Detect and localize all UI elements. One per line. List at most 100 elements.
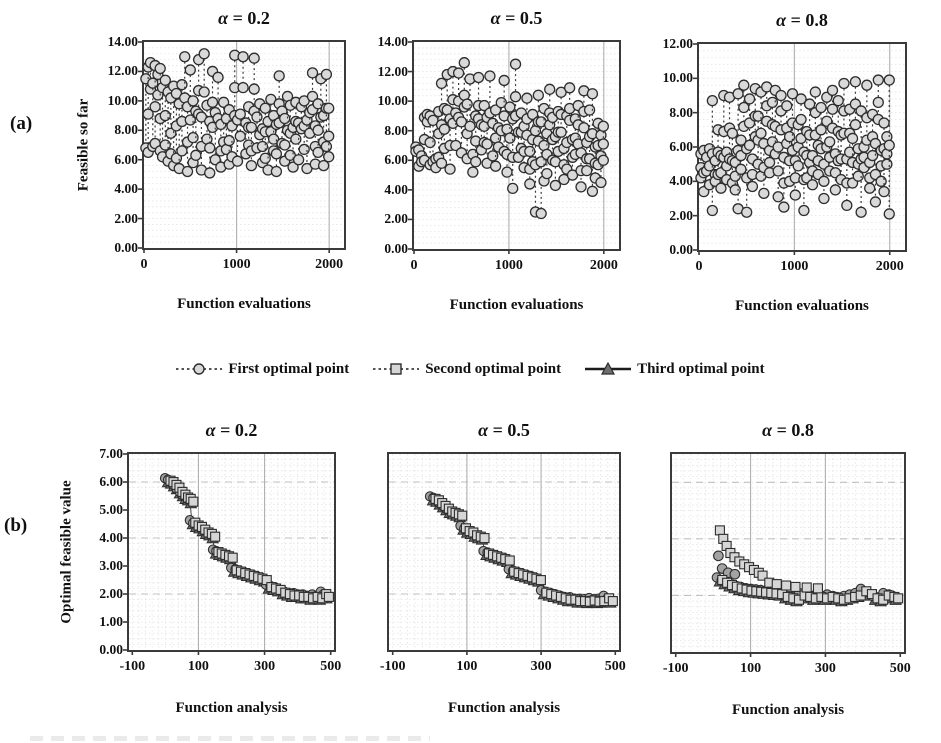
series-feasible-points [695,74,895,220]
gridlines-minor [389,454,619,650]
x-axis: 0 1000 2000 [695,250,905,284]
series-second-optimal-point [430,493,618,607]
cropped-caption-artifact [30,736,430,741]
x-tick-label: 2000 [589,258,618,273]
chart-title: α = 0.2 [218,8,270,28]
y-tick-label: 6.00 [99,474,123,489]
y-tick-label: 14.00 [107,34,138,49]
y-tick-label: 2.00 [99,586,123,601]
y-axis: 14.00 12.00 10.00 8.00 6.00 4.00 2.00 0.00 [88,34,144,255]
x-tick-label: -100 [662,661,689,676]
y-tick-label: 10.00 [107,92,138,108]
series-second-optimal-point [165,475,334,604]
y-tick-label: 3.00 [99,558,123,573]
x-axis-title: Function evaluations [177,296,311,312]
y-tick-label: 8.00 [114,122,138,138]
x-tick-label: 0 [695,259,703,274]
plot-area [672,454,904,657]
x-tick-label: 100 [456,659,478,674]
x-tick-label: 1000 [494,258,523,273]
y-axis: 7.00 6.00 5.00 4.00 3.00 2.00 1.00 0.00 [73,446,129,657]
y-tick-label: 2.00 [114,210,138,226]
y-axis [333,454,389,650]
x-axis: -100 100 300 500 [380,650,626,684]
x-axis: -100 100 300 500 [119,650,341,684]
chart-feasible-alpha-0-8: α = 0.8 12.00 10.00 8.00 6.00 4.00 2.00 0.00 0 10… [663,10,907,314]
y-tick-label: 8.00 [669,104,693,120]
chart-optimal-alpha-0-5: α = 0.5 -100 100 300 500 Function analysis [380,420,626,716]
y-tick-label: 0.00 [384,241,408,256]
legend-label: First optimal point [228,360,350,377]
series-feasible-points [140,48,335,179]
x-axis-title: Function analysis [175,700,288,716]
row-label-a: (a) [10,113,33,134]
y-axis: 12.00 10.00 8.00 6.00 4.00 2.00 0.00 [643,36,699,257]
plot-area [693,43,905,255]
y-tick-label: 8.00 [384,122,408,138]
y-tick-label: 5.00 [99,502,123,517]
y-axis [616,454,672,652]
y-tick-label: 14.00 [377,34,408,49]
x-tick-label: 500 [889,661,911,676]
y-tick-label: 10.00 [662,70,693,86]
axis-tick-marks [138,41,330,253]
y-axis: 14.00 12.00 10.00 8.00 6.00 4.00 2.00 0.00 [358,34,414,256]
y-tick-label: 4.00 [114,181,138,197]
series-second-optimal-point [714,525,904,605]
axis-tick-marks [391,650,617,655]
x-axis: -100 100 300 500 [663,652,911,686]
y-tick-label: 0.00 [99,642,123,657]
axis-tick-marks [674,652,902,657]
x-tick-label: -100 [119,659,146,674]
y-tick-label: 6.00 [114,151,138,167]
y-tick-label: 6.00 [384,152,408,168]
legend-item-third-optimal-point: Third optimal point [585,360,765,378]
x-axis-title: Function evaluations [449,297,584,313]
axis-tick-marks [408,41,605,254]
x-axis: 0 1000 2000 [140,248,344,282]
plot-area [408,41,619,254]
x-tick-label: 300 [814,661,836,676]
x-axis-title: Function analysis [731,702,845,718]
chart-feasible-alpha-0-5: α = 0.5 14.00 12.00 10.00 8.00 6.00 4.00 2.00 0.… [378,8,621,313]
chart-title: α = 0.5 [478,420,530,440]
y-tick-label: 6.00 [669,139,693,154]
x-tick-label: 100 [740,661,762,676]
circle-marker-icon [176,360,223,378]
plot-area [138,41,344,253]
y-tick-label: 0.00 [114,240,138,255]
chart-optimal-alpha-0-2: α = 0.2 7.00 6.00 5.00 4.00 3.00 2.00 1.00 0.00 O… [59,420,342,716]
y-tick-label: 12.00 [662,36,693,51]
x-tick-label: 2000 [315,257,344,272]
x-tick-label: 0 [140,257,148,272]
y-tick-label: 12.00 [107,63,138,79]
x-tick-label: 100 [187,659,209,674]
plot-area [123,453,334,655]
row-label-b: (b) [4,515,28,536]
y-tick-label: 4.00 [669,173,693,189]
x-tick-label: 300 [254,659,276,674]
y-tick-label: 2.00 [384,211,408,227]
y-axis-title: Feasible so far [75,98,92,192]
square-marker-icon [373,360,420,378]
x-tick-label: 1000 [780,259,809,274]
axis-tick-marks [123,453,332,655]
chart-title: α = 0.5 [490,8,543,28]
y-axis-title: Optimal feasible value [58,480,75,624]
x-tick-label: 500 [604,659,626,674]
chart-title: α = 0.8 [776,10,828,30]
y-tick-label: 7.00 [99,446,123,461]
x-tick-label: 1000 [222,257,251,272]
chart-title: α = 0.2 [205,420,258,440]
plot-area [389,454,619,655]
chart-title: α = 0.8 [762,420,814,440]
chart-feasible-alpha-0-2: α = 0.2 14.00 12.00 10.00 8.00 6.00 4.00 2.00 0.… [76,8,346,312]
x-tick-label: 300 [530,659,552,674]
legend: First optimal point Second optimal point… [0,353,941,385]
y-tick-label: 1.00 [99,614,123,629]
x-tick-label: 0 [410,258,418,273]
legend-label: Second optimal point [425,360,562,377]
gridlines-minor [672,454,904,652]
gridlines-major [389,454,619,650]
y-tick-label: 12.00 [377,63,408,79]
